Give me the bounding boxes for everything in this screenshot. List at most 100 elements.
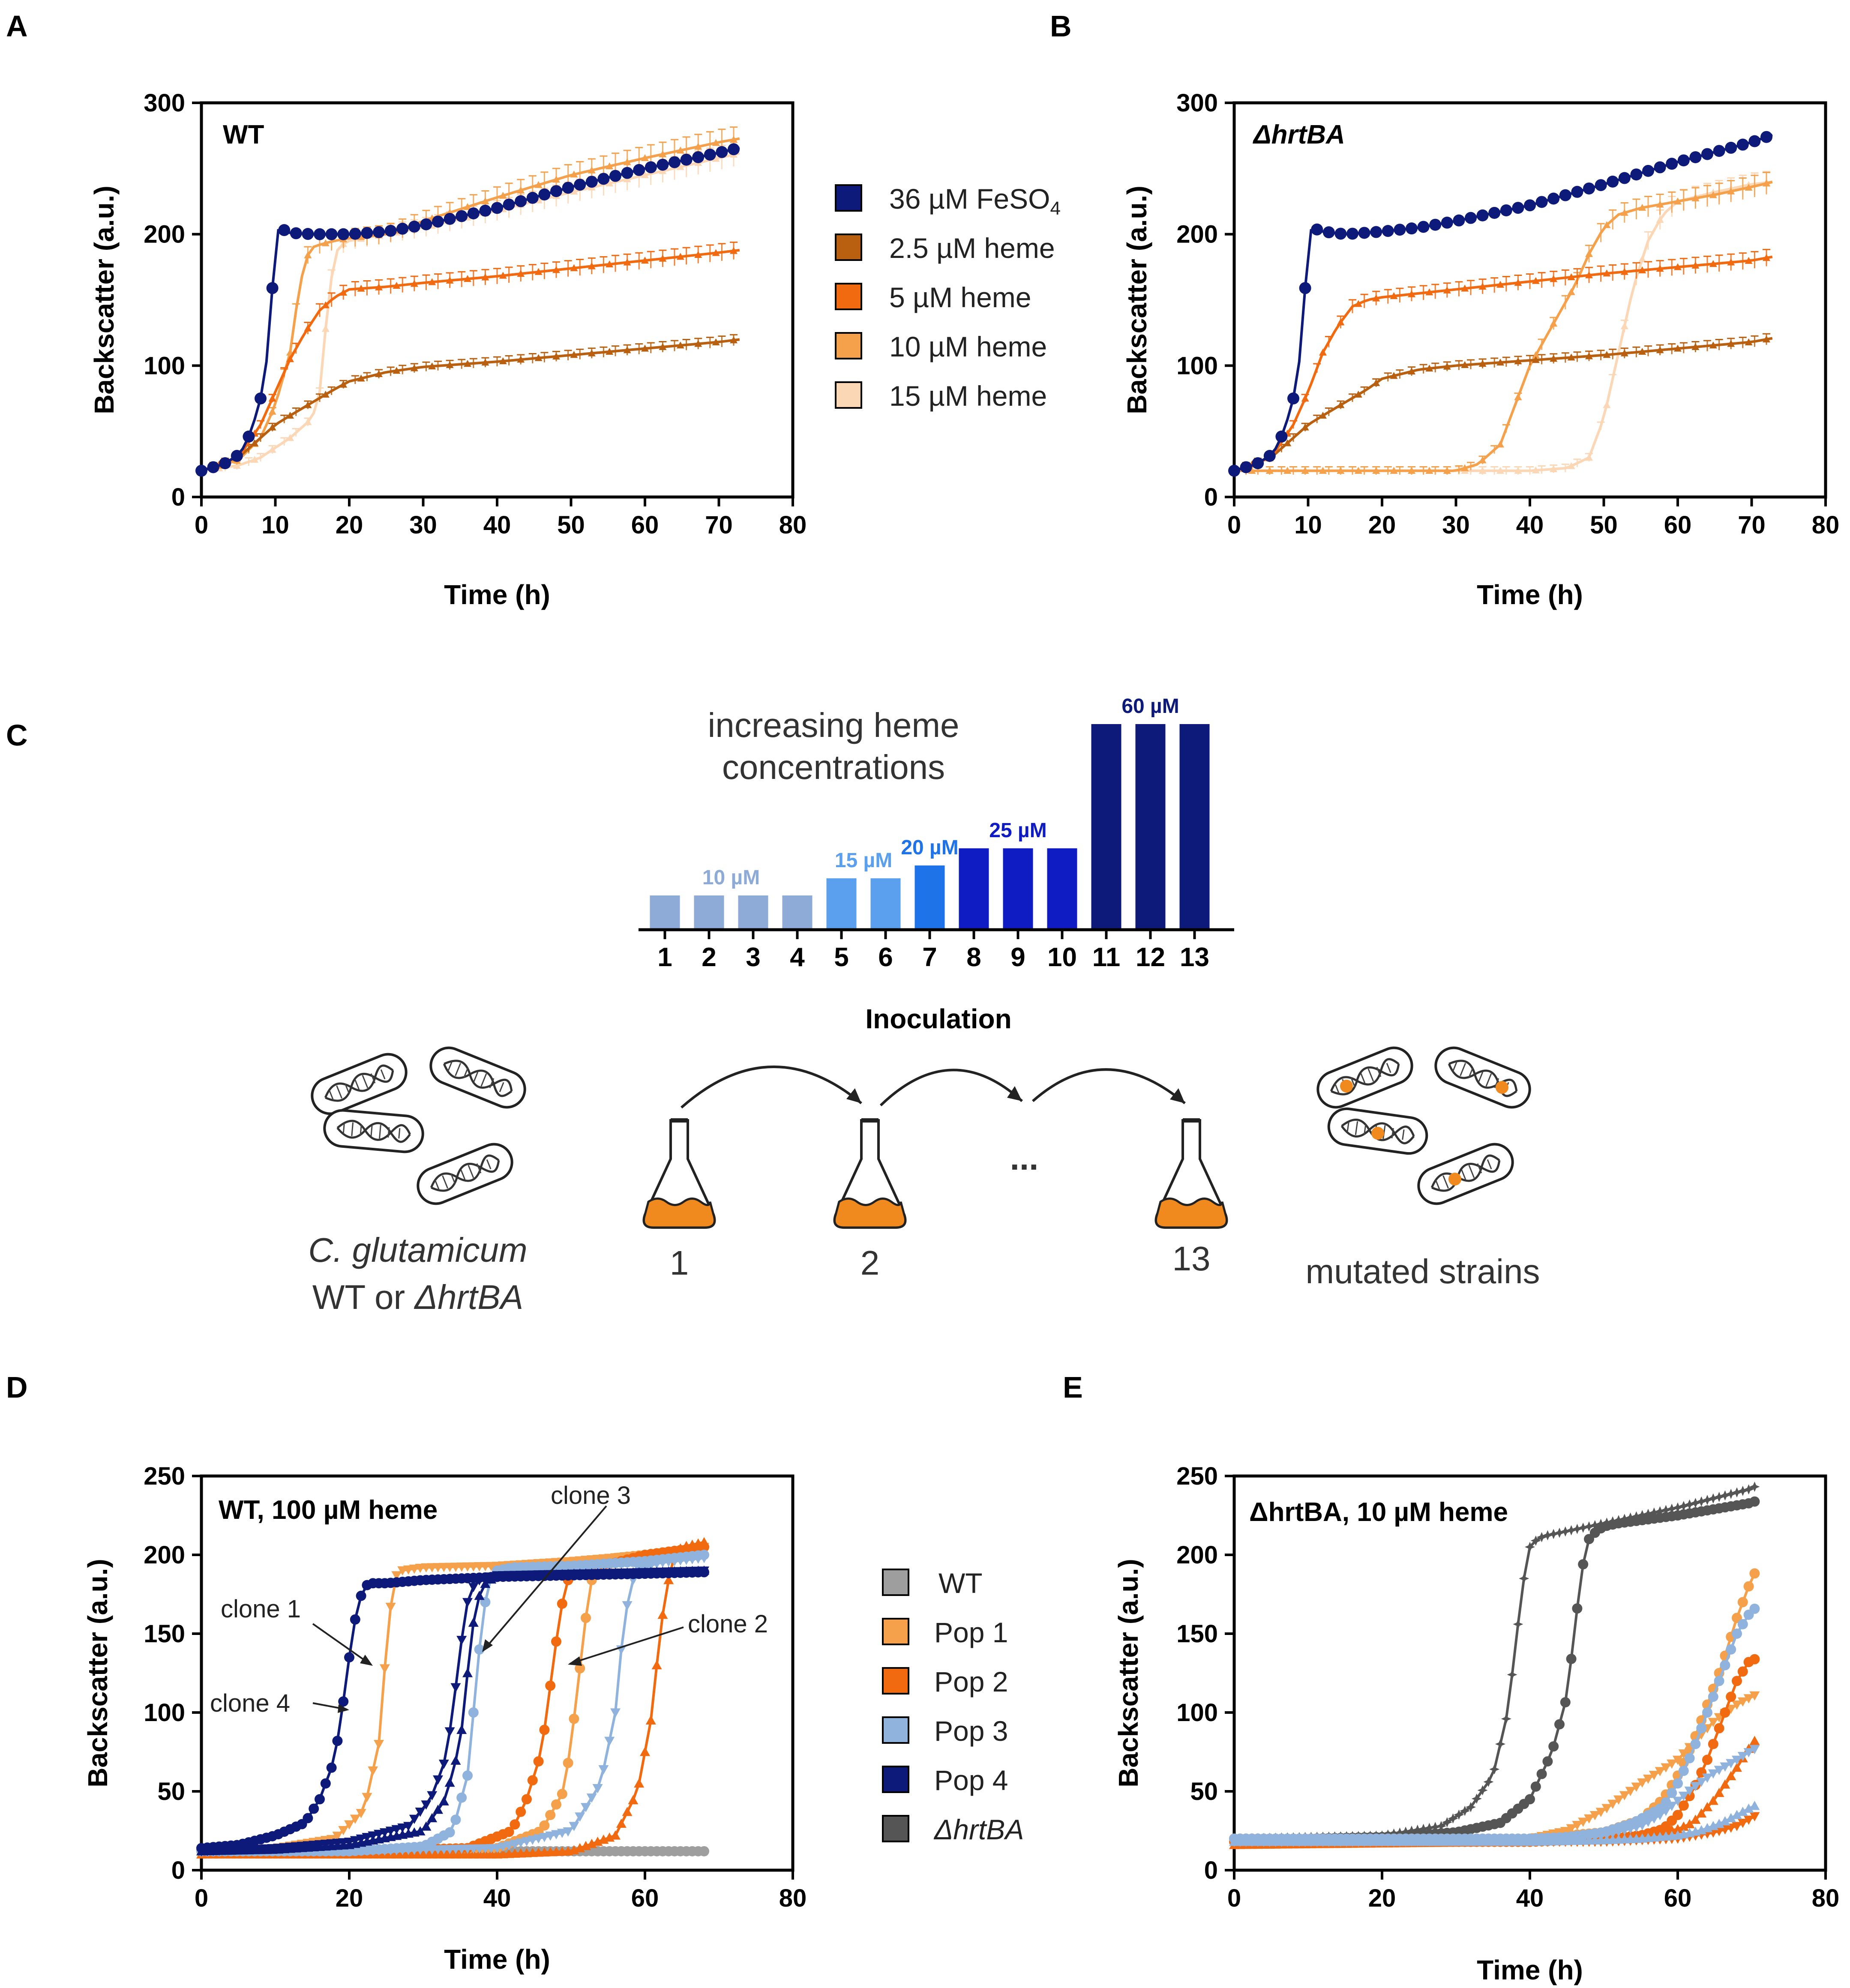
legend-item: ΔhrtBA: [882, 1814, 1024, 1845]
data-point: [1390, 372, 1398, 379]
data-point: [1714, 1723, 1724, 1734]
data-point: [1678, 1821, 1689, 1831]
data-point: [456, 1725, 467, 1734]
data-point: [545, 1810, 556, 1820]
annotation-clone-1: clone 1: [221, 1595, 301, 1623]
data-point: [606, 162, 614, 170]
data-point: [1678, 1791, 1689, 1801]
data-point: [569, 1713, 579, 1724]
data-point: [350, 1814, 360, 1824]
data-point: [268, 407, 276, 415]
data-point: [408, 220, 420, 233]
data-point: [1578, 1559, 1589, 1570]
category-label: 1: [657, 943, 672, 972]
data-point: [1708, 1718, 1718, 1728]
y-axis-label: Backscatter (a.u.): [89, 186, 120, 414]
data-point: [1678, 1766, 1689, 1776]
data-point: [438, 1760, 449, 1769]
data-point: [712, 155, 720, 162]
chart-panel-e: 0 20 40 60 80 0 50 100 150 200 250 Time (h) Backsc…: [1113, 1462, 1839, 1985]
bar: [1135, 724, 1166, 930]
data-point: [479, 204, 492, 217]
data-point: [1673, 1778, 1683, 1789]
data-point: [1702, 1802, 1712, 1811]
bacterium-icon: [1430, 1042, 1535, 1113]
data-point: [1749, 1603, 1760, 1614]
data-point: [474, 1590, 485, 1600]
data-point: [480, 1578, 491, 1588]
data-point: [1625, 1824, 1636, 1834]
data-point: [446, 276, 454, 284]
data-point: [410, 364, 418, 371]
category-label: 3: [746, 943, 760, 972]
data-point: [1607, 175, 1619, 188]
data-point: [1749, 1691, 1760, 1701]
bacterium-icon: [307, 1049, 412, 1119]
bar-chart-title-line1: increasing heme: [708, 706, 959, 744]
data-point: [1548, 1741, 1559, 1752]
data-point: [623, 158, 631, 165]
data-point: [1674, 198, 1682, 205]
data-point: [498, 1842, 508, 1852]
data-point: [1745, 183, 1753, 191]
data-point: [1690, 1739, 1701, 1749]
data-point: [1578, 1817, 1589, 1827]
data-point: [1696, 1808, 1707, 1818]
data-point: [1252, 457, 1264, 470]
data-point: [641, 257, 649, 264]
data-point: [1655, 1767, 1665, 1776]
data-point: [1418, 1823, 1429, 1834]
data-point: [539, 1820, 550, 1831]
data-point: [1720, 1660, 1730, 1671]
data-point: [1566, 1525, 1577, 1536]
x-tick-label: 60: [1664, 511, 1692, 539]
data-point: [1477, 1785, 1488, 1796]
data-point: [1460, 1805, 1470, 1816]
data-point: [575, 1663, 585, 1674]
data-point: [1489, 1764, 1500, 1775]
data-point: [659, 254, 667, 262]
bar: [1003, 848, 1033, 930]
data-point: [468, 1707, 479, 1718]
data-point: [393, 281, 401, 289]
data-point: [1726, 1692, 1736, 1702]
data-point: [563, 1757, 573, 1768]
data-point: [1265, 467, 1274, 474]
y-tick-label: 300: [1176, 89, 1218, 117]
bar-group-label: 10 µM: [702, 866, 760, 889]
x-axis-label: Time (h): [1477, 1955, 1583, 1985]
bar-chart-title-line2: concentrations: [722, 748, 945, 786]
data-point: [680, 153, 693, 166]
x-tick-label: 10: [261, 511, 289, 539]
data-point: [1550, 320, 1558, 327]
svg-text:WT or ΔhrtBA: WT or ΔhrtBA: [312, 1278, 523, 1316]
data-point: [468, 1583, 479, 1593]
series: [1229, 1482, 1760, 1844]
bar: [959, 848, 989, 930]
data-point: [1496, 358, 1504, 366]
flask-icon: [1156, 1120, 1227, 1228]
x-tick-label: 40: [1516, 1884, 1544, 1912]
data-point: [1732, 1701, 1742, 1710]
data-point: [397, 1823, 408, 1833]
data-point: [391, 1571, 402, 1581]
data-point: [462, 1668, 473, 1677]
data-point: [1322, 226, 1335, 239]
panel-label-b: B: [1050, 9, 1072, 43]
data-point: [1471, 1793, 1482, 1804]
data-point: [1737, 1751, 1748, 1761]
chart-panel-c: increasing heme concentrations 10 µM 15 µ…: [639, 695, 1234, 1034]
data-point: [1619, 1826, 1630, 1835]
data-point: [1514, 467, 1522, 474]
data-point: [278, 224, 291, 237]
data-point: [1743, 1748, 1754, 1757]
x-axis-label: Inoculation: [865, 1003, 1011, 1034]
data-point: [1382, 225, 1394, 237]
data-point: [1642, 165, 1654, 177]
data-point: [1461, 284, 1469, 292]
legend-swatch: [835, 234, 862, 261]
data-point: [1725, 141, 1737, 154]
series: [195, 143, 740, 477]
data-point: [1442, 1817, 1452, 1828]
data-point: [716, 146, 728, 158]
